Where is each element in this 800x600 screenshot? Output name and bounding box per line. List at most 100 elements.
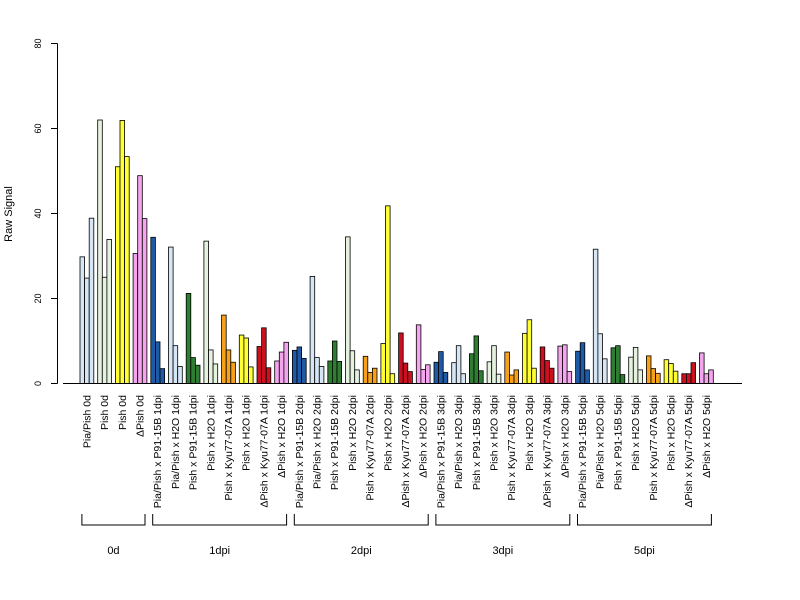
category-label: Pish x Kyu77-07A 1dpi <box>223 395 235 501</box>
bar <box>256 346 262 384</box>
category-label: Pia/Pish 0d <box>81 395 93 448</box>
bar <box>101 276 108 384</box>
category-label: Pish x P91-15B 1dpi <box>188 395 200 490</box>
group-label: 1dpi <box>209 545 230 557</box>
bar <box>478 370 484 384</box>
category-label: Pish x Kyu77-07A 3dpi <box>506 395 518 501</box>
bar <box>296 346 302 384</box>
bar <box>615 345 621 384</box>
group-label: 5dpi <box>634 545 655 557</box>
bar <box>628 356 634 384</box>
y-tick-label: 80 <box>33 38 43 48</box>
bar <box>238 334 245 384</box>
bar <box>380 343 386 384</box>
bar <box>265 367 272 384</box>
bar <box>420 369 426 384</box>
bar <box>327 360 333 384</box>
category-label: Pish x H2O 3dpi <box>489 395 501 471</box>
category-label: ΔPish x H2O 1dpi <box>276 395 288 478</box>
group-bracket <box>293 514 429 526</box>
bar <box>557 345 563 384</box>
bar <box>526 319 533 384</box>
bar <box>495 373 502 384</box>
bar <box>610 347 616 384</box>
bar <box>230 361 236 384</box>
category-label: Pia/Pish x H2O 3dpi <box>453 395 465 489</box>
category-label: ΔPish x Kyu77-07A 3dpi <box>542 395 554 508</box>
bar <box>513 369 519 384</box>
bar <box>248 366 254 384</box>
bar <box>415 324 422 384</box>
bar <box>371 367 378 384</box>
category-label: ΔPish x H2O 3dpi <box>559 395 571 478</box>
bar <box>686 373 692 384</box>
y-tick-label: 20 <box>33 293 43 303</box>
group-label: 2dpi <box>351 545 372 557</box>
bar <box>398 332 404 384</box>
bar <box>473 335 479 384</box>
bar <box>584 369 590 384</box>
bar <box>597 333 603 384</box>
bar <box>592 248 599 384</box>
category-labels: Pia/Pish 0d Pish 0d Pish 0d ΔPish 0d Pia/Pis… <box>81 395 713 508</box>
bar <box>690 362 696 384</box>
bar <box>650 368 656 384</box>
bar <box>318 366 325 384</box>
bar <box>274 360 280 384</box>
category-label: Pish x H2O 5dpi <box>666 395 678 471</box>
bar <box>655 372 661 384</box>
group-bracket <box>81 514 146 526</box>
category-label: Pish x P91-15B 3dpi <box>471 395 483 490</box>
category-label: Pia/Pish x P91-15B 5dpi <box>577 395 589 508</box>
bar <box>668 363 674 384</box>
bar <box>208 349 214 384</box>
y-tick-label: 0 <box>33 381 43 386</box>
bar-marks <box>79 119 714 384</box>
group-label: 0d <box>107 545 119 557</box>
bar <box>663 359 670 384</box>
bar <box>389 373 396 384</box>
bar <box>150 236 156 384</box>
category-label: Pish x H2O 3dpi <box>524 395 536 471</box>
bar <box>221 314 227 384</box>
category-label: Pish 0d <box>117 395 129 430</box>
bar <box>362 355 369 384</box>
category-label: ΔPish 0d <box>135 395 147 437</box>
bar <box>168 246 174 384</box>
category-label: Pish x P91-15B 2dpi <box>329 395 341 490</box>
category-label: Pia/Pish x P91-15B 3dpi <box>435 395 447 508</box>
bar <box>97 119 103 384</box>
bar <box>522 332 528 384</box>
bar <box>354 369 360 384</box>
bar <box>602 358 608 384</box>
bar <box>681 373 687 384</box>
category-label: ΔPish x Kyu77-07A 5dpi <box>683 395 695 508</box>
bar <box>451 362 457 384</box>
bar <box>579 342 586 384</box>
bar <box>309 275 316 384</box>
bar <box>137 175 143 384</box>
group-bracket <box>577 514 712 526</box>
category-label: Pish x Kyu77-07A 5dpi <box>648 395 660 501</box>
bar <box>508 374 515 384</box>
category-label: Pish x H2O 1dpi <box>241 395 253 471</box>
bar <box>194 364 201 384</box>
bar <box>433 361 439 384</box>
bar <box>203 240 209 384</box>
category-label: ΔPish x Kyu77-07A 2dpi <box>400 395 412 508</box>
bar <box>549 367 555 384</box>
bar <box>154 341 161 384</box>
bar <box>301 358 307 384</box>
bar <box>699 352 705 384</box>
bar <box>486 361 493 384</box>
bar <box>646 355 652 384</box>
bar <box>79 256 85 384</box>
bar <box>291 349 298 384</box>
bar <box>455 345 462 384</box>
bar <box>562 344 568 384</box>
bar <box>531 367 537 384</box>
bar <box>708 369 714 384</box>
bar <box>407 371 413 384</box>
bar <box>402 362 409 384</box>
category-label: Pish 0d <box>99 395 111 430</box>
